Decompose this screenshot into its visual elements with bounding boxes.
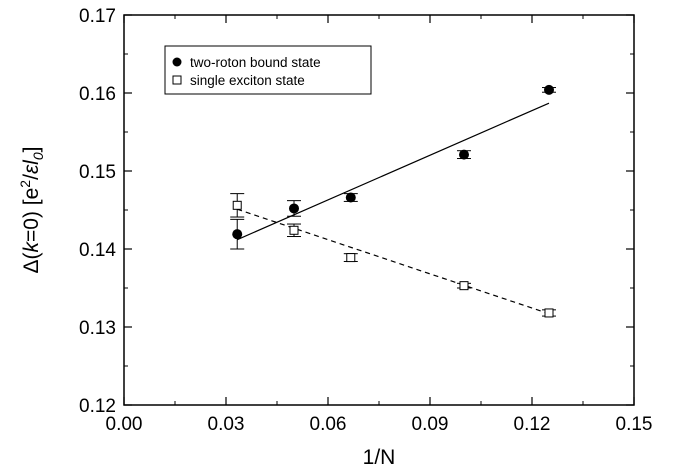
x-tick-label: 0.12 (514, 414, 551, 435)
x-axis-label: 1/N (363, 446, 396, 469)
data-point-series-1 (232, 229, 243, 240)
fit-line-series-2 (237, 208, 550, 315)
y-tick-label: 0.16 (79, 84, 116, 105)
x-tick-label: 0.03 (208, 414, 245, 435)
legend-marker-open-square (172, 75, 182, 85)
legend-label-series-2: single exciton state (190, 73, 305, 88)
data-point-series-2 (346, 253, 356, 263)
y-tick-label: 0.17 (79, 6, 116, 27)
y-axis-ticks: 0.12 0.13 0.14 0.15 0.16 0.17 (79, 6, 634, 417)
x-axis-ticks: 0.00 0.03 0.06 0.09 0.12 0.15 (106, 15, 653, 435)
data-point-series-1 (289, 203, 299, 214)
y-tick-label: 0.12 (79, 396, 116, 417)
x-tick-label: 0.06 (310, 414, 347, 435)
y-tick-label: 0.15 (79, 162, 116, 183)
fit-lines (236, 102, 550, 315)
y-axis-label: Δ(k=0) [e2/εl0] (17, 146, 46, 273)
data-point-series-2 (289, 225, 299, 235)
data-markers (232, 84, 554, 318)
data-point-series-2 (232, 200, 242, 210)
x-tick-label: 0.09 (412, 414, 449, 435)
legend-label-series-1: two-roton bound state (190, 55, 321, 70)
data-point-series-2 (459, 281, 469, 291)
y-tick-label: 0.13 (79, 318, 116, 339)
fit-line-series-1 (236, 102, 550, 241)
data-point-series-1 (544, 84, 554, 95)
x-tick-label: 0.00 (106, 414, 143, 435)
data-point-series-2 (544, 308, 554, 318)
data-point-series-1 (345, 192, 356, 203)
legend-marker-filled-circle (172, 57, 182, 67)
legend-box (164, 45, 372, 95)
x-tick-label: 0.15 (616, 414, 653, 435)
data-point-series-1 (459, 149, 469, 160)
legend: two-roton bound state single exciton sta… (164, 45, 372, 95)
y-tick-label: 0.14 (79, 240, 116, 261)
